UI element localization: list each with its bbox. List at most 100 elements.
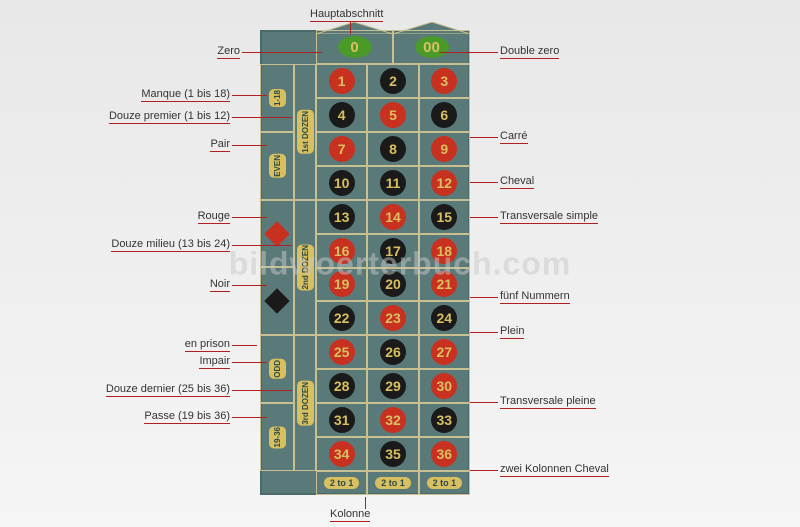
number-cell-11[interactable]: 11 — [367, 166, 418, 200]
callout-en-prison: en prison — [40, 338, 230, 352]
column-bet-cell[interactable]: 2 to 1 — [419, 471, 470, 495]
number-cell-31[interactable]: 31 — [316, 403, 367, 437]
number-chip: 19 — [329, 271, 355, 297]
roulette-table: 000 123456789101112131415161718192021222… — [260, 30, 470, 495]
callout-carre: Carré — [500, 130, 528, 144]
column-bet-cell[interactable]: 2 to 1 — [367, 471, 418, 495]
leader — [350, 22, 351, 34]
column-bet-label: 2 to 1 — [324, 477, 360, 489]
column-bet-cell[interactable]: 2 to 1 — [316, 471, 367, 495]
number-cell-24[interactable]: 24 — [419, 301, 470, 335]
number-cell-12[interactable]: 12 — [419, 166, 470, 200]
number-cell-35[interactable]: 35 — [367, 437, 418, 471]
number-chip: 36 — [431, 441, 457, 467]
leader — [470, 182, 498, 183]
number-chip: 17 — [380, 238, 406, 264]
leader — [470, 332, 498, 333]
number-chip: 13 — [329, 204, 355, 230]
number-cell-5[interactable]: 5 — [367, 98, 418, 132]
number-cell-20[interactable]: 20 — [367, 268, 418, 302]
number-grid: 1234567891011121314151617181920212223242… — [316, 64, 470, 471]
number-cell-7[interactable]: 7 — [316, 132, 367, 166]
number-cell-36[interactable]: 36 — [419, 437, 470, 471]
zero-cell[interactable]: 0 — [316, 30, 393, 64]
number-cell-1[interactable]: 1 — [316, 64, 367, 98]
outside-cell[interactable] — [260, 200, 294, 268]
number-cell-32[interactable]: 32 — [367, 403, 418, 437]
outside-bet-column: 1-18 EVEN ODD19-36 — [260, 64, 294, 471]
callout-double-zero: Double zero — [500, 45, 559, 59]
leader — [232, 390, 292, 391]
number-cell-30[interactable]: 30 — [419, 369, 470, 403]
number-cell-18[interactable]: 18 — [419, 234, 470, 268]
number-chip: 32 — [380, 407, 406, 433]
outside-cell[interactable]: 1-18 — [260, 64, 294, 132]
leader — [440, 52, 498, 53]
leader — [232, 362, 267, 363]
number-cell-23[interactable]: 23 — [367, 301, 418, 335]
black-diamond-icon — [264, 289, 289, 314]
dozen-label: 1st DOZEN — [297, 110, 314, 154]
outside-cell[interactable]: 19-36 — [260, 403, 294, 471]
zero-row: 000 — [316, 30, 470, 64]
zero-cell[interactable]: 00 — [393, 30, 470, 64]
callout-cheval: Cheval — [500, 175, 534, 189]
callout-transversale-simple: Transversale simple — [500, 210, 598, 224]
number-cell-14[interactable]: 14 — [367, 200, 418, 234]
leader — [232, 345, 257, 346]
number-cell-34[interactable]: 34 — [316, 437, 367, 471]
number-cell-25[interactable]: 25 — [316, 335, 367, 369]
leader — [470, 470, 498, 471]
dozen-cell[interactable]: 1st DOZEN — [294, 64, 316, 200]
leader — [470, 402, 498, 403]
number-chip: 3 — [431, 68, 457, 94]
outside-cell[interactable]: ODD — [260, 335, 294, 403]
callout-kolonne: Kolonne — [330, 508, 370, 522]
number-chip: 8 — [380, 136, 406, 162]
number-cell-6[interactable]: 6 — [419, 98, 470, 132]
callout-douze-milieu: Douze milieu (13 bis 24) — [40, 238, 230, 252]
number-cell-17[interactable]: 17 — [367, 234, 418, 268]
number-chip: 31 — [329, 407, 355, 433]
outside-cell[interactable] — [260, 267, 294, 335]
leader — [470, 217, 498, 218]
red-diamond-icon — [264, 221, 289, 246]
number-cell-2[interactable]: 2 — [367, 64, 418, 98]
number-cell-26[interactable]: 26 — [367, 335, 418, 369]
number-cell-16[interactable]: 16 — [316, 234, 367, 268]
number-cell-4[interactable]: 4 — [316, 98, 367, 132]
number-chip: 21 — [431, 271, 457, 297]
number-cell-8[interactable]: 8 — [367, 132, 418, 166]
callout-noir: Noir — [40, 278, 230, 292]
callout-plein: Plein — [500, 325, 524, 339]
callout-manque: Manque (1 bis 18) — [40, 88, 230, 102]
number-cell-9[interactable]: 9 — [419, 132, 470, 166]
number-cell-33[interactable]: 33 — [419, 403, 470, 437]
leader — [232, 417, 267, 418]
number-cell-27[interactable]: 27 — [419, 335, 470, 369]
number-chip: 18 — [431, 238, 457, 264]
number-chip: 11 — [380, 170, 406, 196]
number-chip: 30 — [431, 373, 457, 399]
number-cell-29[interactable]: 29 — [367, 369, 418, 403]
zero-chip: 0 — [338, 36, 372, 58]
number-cell-19[interactable]: 19 — [316, 268, 367, 302]
outside-cell[interactable]: EVEN — [260, 132, 294, 200]
number-cell-3[interactable]: 3 — [419, 64, 470, 98]
number-chip: 2 — [380, 68, 406, 94]
number-cell-21[interactable]: 21 — [419, 268, 470, 302]
dozen-cell[interactable]: 3rd DOZEN — [294, 335, 316, 471]
number-cell-15[interactable]: 15 — [419, 200, 470, 234]
number-cell-28[interactable]: 28 — [316, 369, 367, 403]
column-bet-label: 2 to 1 — [375, 477, 411, 489]
dozen-cell[interactable]: 2nd DOZEN — [294, 200, 316, 336]
number-cell-10[interactable]: 10 — [316, 166, 367, 200]
number-cell-22[interactable]: 22 — [316, 301, 367, 335]
callout-funf-nummern: fünf Nummern — [500, 290, 570, 304]
outside-label: 1-18 — [269, 89, 286, 107]
number-chip: 15 — [431, 204, 457, 230]
number-cell-13[interactable]: 13 — [316, 200, 367, 234]
number-chip: 25 — [329, 339, 355, 365]
leader — [232, 285, 267, 286]
leader — [470, 297, 498, 298]
